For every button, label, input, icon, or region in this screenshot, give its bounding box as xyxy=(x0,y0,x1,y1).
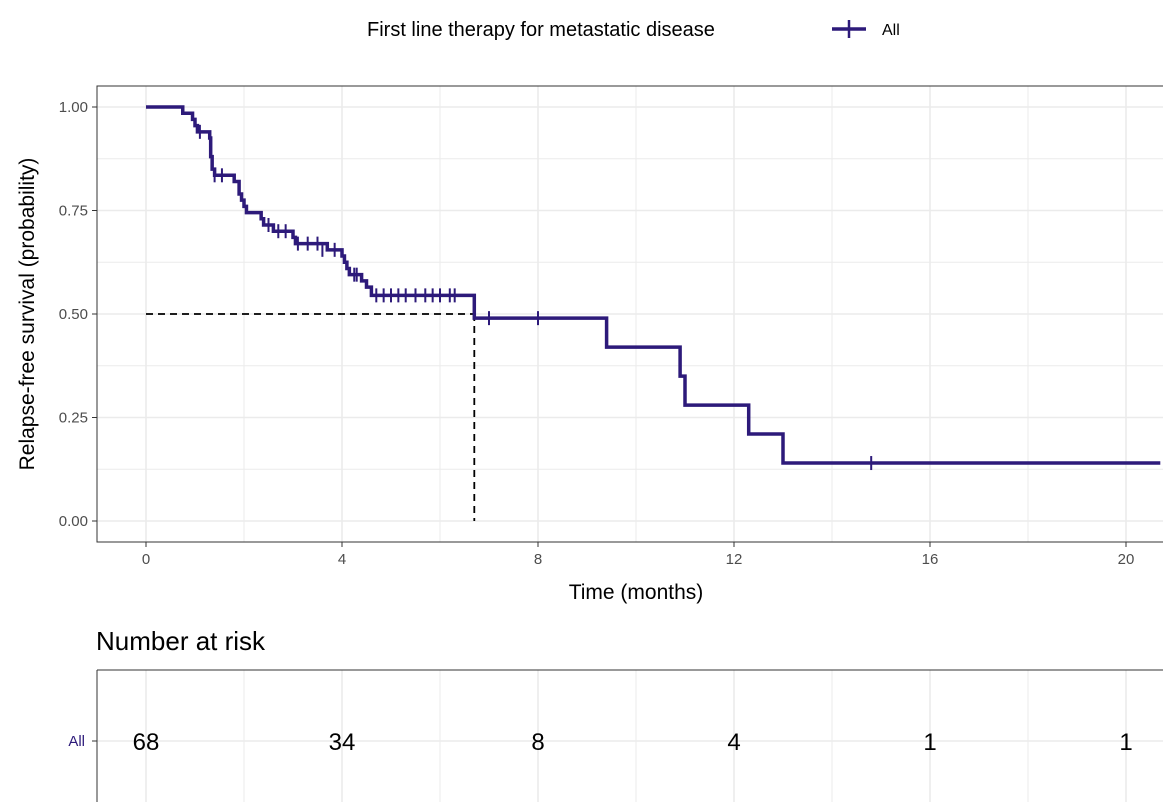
risk-value: 1 xyxy=(923,729,936,756)
legend-entry-all: All xyxy=(882,22,900,39)
legend-title: First line therapy for metastatic diseas… xyxy=(367,19,715,41)
x-tick-label: 12 xyxy=(726,551,743,568)
x-tick-label: 0 xyxy=(142,551,150,568)
median-reference-lines xyxy=(146,313,476,521)
risk-table-grid xyxy=(97,670,1163,802)
survival-plot-panel: 0 4 8 12 16 20 0.00 0.25 0.50 0.75 1.00 Time (mon… xyxy=(16,85,1163,604)
x-axis-ticks: 0 4 8 12 16 20 xyxy=(142,542,1135,568)
risk-value: 1 xyxy=(1119,729,1132,756)
risk-table-border xyxy=(92,669,1163,802)
y-tick-label: 0.00 xyxy=(59,513,88,530)
legend: First line therapy for metastatic diseas… xyxy=(367,19,900,41)
risk-value: 8 xyxy=(531,729,544,756)
risk-value: 4 xyxy=(727,729,740,756)
survival-curve-all xyxy=(146,105,1161,465)
censor-marks xyxy=(198,124,873,471)
y-axis-title: Relapse-free survival (probability) xyxy=(16,158,39,471)
y-tick-label: 0.75 xyxy=(59,203,88,220)
x-tick-label: 8 xyxy=(534,551,542,568)
y-tick-label: 0.25 xyxy=(59,410,88,427)
risk-value: 68 xyxy=(133,729,160,756)
x-axis-title: Time (months) xyxy=(569,581,704,604)
x-tick-label: 4 xyxy=(338,551,346,568)
y-axis-ticks: 0.00 0.25 0.50 0.75 1.00 xyxy=(59,99,97,530)
risk-row-label-all: All xyxy=(68,733,85,750)
y-tick-label: 1.00 xyxy=(59,99,88,116)
y-tick-label: 0.50 xyxy=(59,306,88,323)
number-at-risk-table: Number at risk All 68 34 8 4 1 1 xyxy=(68,626,1163,802)
risk-table-title: Number at risk xyxy=(96,626,266,656)
x-tick-label: 20 xyxy=(1118,551,1135,568)
risk-values: 68 34 8 4 1 1 xyxy=(133,729,1133,756)
x-tick-label: 16 xyxy=(922,551,939,568)
risk-value: 34 xyxy=(329,729,356,756)
